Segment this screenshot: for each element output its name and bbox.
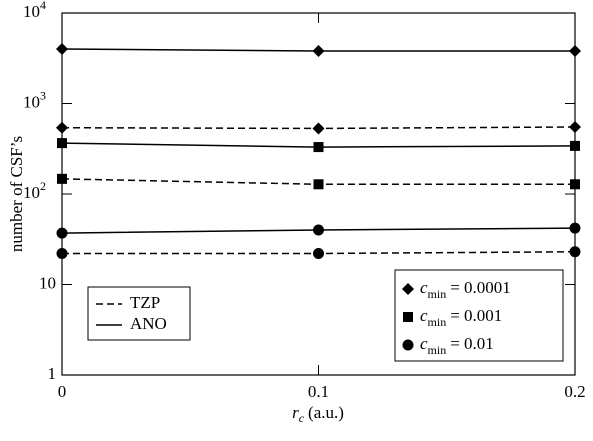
legend-text: = 0.0001 [450, 278, 511, 297]
x-label-subscript: c [299, 411, 305, 425]
legend-marker [402, 283, 414, 295]
marker-diamond [312, 45, 325, 58]
legend-label: TZP [130, 293, 160, 312]
legend-symbol: c [420, 306, 428, 325]
y-tick-exponent: 3 [40, 88, 46, 102]
marker-square [57, 138, 67, 149]
legend-label: cmin = 0.0001 [420, 278, 511, 301]
marker-square [313, 142, 324, 153]
x-tick-label: 0 [58, 382, 67, 401]
y-tick-label: 103 [23, 88, 46, 111]
legend-label: cmin = 0.001 [420, 306, 502, 329]
legend-symbol: c [420, 278, 428, 297]
y-tick-base: 10 [23, 92, 40, 111]
y-tick-label: 1 [48, 364, 57, 383]
x-tick-label: 0.2 [564, 382, 585, 401]
legend-label: cmin = 0.01 [420, 334, 494, 357]
y-axis-label: number of CSF’s [7, 136, 26, 252]
x-label-text: (a.u.) [308, 403, 344, 422]
marker-diamond [569, 120, 581, 133]
marker-circle [313, 248, 324, 260]
legend-subscript: min [428, 343, 447, 357]
marker-square [570, 140, 580, 151]
y-tick-label: 104 [23, 0, 46, 21]
y-tick-exponent: 2 [40, 179, 46, 193]
y-tick-base: 10 [23, 183, 40, 202]
line-legend-box [87, 286, 191, 341]
marker-diamond [56, 43, 68, 56]
x-tick-label: 0.1 [308, 382, 329, 401]
legend-marker [402, 339, 414, 351]
legend-marker [403, 312, 413, 322]
marker-circle [56, 248, 68, 260]
legend-text: = 0.001 [450, 306, 502, 325]
marker-diamond [569, 45, 581, 58]
legend-label: ANO [130, 314, 167, 333]
legend-symbol: c [420, 334, 428, 353]
y-tick-base: 10 [23, 2, 40, 21]
x-label-symbol: r [292, 403, 299, 422]
marker-legend-box [394, 269, 564, 362]
marker-square [570, 179, 580, 190]
marker-circle [569, 222, 581, 234]
legend-subscript: min [428, 287, 447, 301]
y-tick-exponent: 4 [40, 0, 46, 12]
marker-diamond [56, 121, 68, 134]
marker-circle [313, 224, 324, 236]
y-tick-label: 10 [39, 273, 56, 292]
marker-square [57, 173, 67, 184]
legend-text: = 0.01 [450, 334, 494, 353]
marker-circle [569, 246, 581, 258]
marker-circle [56, 227, 68, 239]
y-tick-label: 102 [23, 179, 46, 202]
marker-diamond [312, 122, 325, 135]
marker-square [313, 179, 324, 190]
x-axis-label: rc (a.u.) [292, 403, 344, 425]
legend-subscript: min [428, 315, 447, 329]
